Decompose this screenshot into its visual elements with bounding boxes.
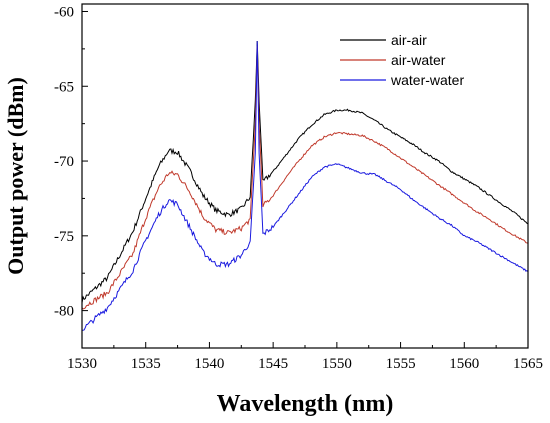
legend-label-air-air: air-air <box>391 32 427 48</box>
series-line-water-water <box>82 41 529 331</box>
series-line-air-air <box>81 40 529 303</box>
legend-item-water-water: water-water <box>340 72 464 88</box>
y-axis-title: Output power (dBm) <box>3 77 28 275</box>
y-tick-label: -70 <box>54 154 74 170</box>
legend-label-air-water: air-water <box>391 52 446 68</box>
series-line-air-water <box>81 45 529 310</box>
legend-item-air-water: air-water <box>340 52 446 68</box>
y-tick-label: -80 <box>54 304 74 320</box>
x-tick-label: 1555 <box>386 356 416 372</box>
x-tick-label: 1540 <box>194 356 224 372</box>
x-tick-label: 1565 <box>513 356 543 372</box>
x-tick-label: 1545 <box>258 356 288 372</box>
legend-label-water-water: water-water <box>390 72 464 88</box>
x-axis-title: Wavelength (nm) <box>217 391 394 417</box>
plot-frame <box>81 3 529 349</box>
legend-item-air-air: air-air <box>340 32 427 48</box>
y-tick-label: -60 <box>54 4 74 20</box>
x-tick-label: 1550 <box>322 356 352 372</box>
y-tick-label: -65 <box>54 79 74 95</box>
x-tick-label: 1535 <box>131 356 161 372</box>
x-tick-label: 1560 <box>449 356 479 372</box>
y-tick-label: -75 <box>54 229 74 245</box>
ticks-layer: 1530 1535 1540 1545 1550 1555 1560 1565 -80 -75 -7… <box>54 4 543 372</box>
series-layer <box>81 40 529 331</box>
legend: air-air air-water water-water <box>340 32 464 88</box>
x-tick-label: 1530 <box>67 356 97 372</box>
